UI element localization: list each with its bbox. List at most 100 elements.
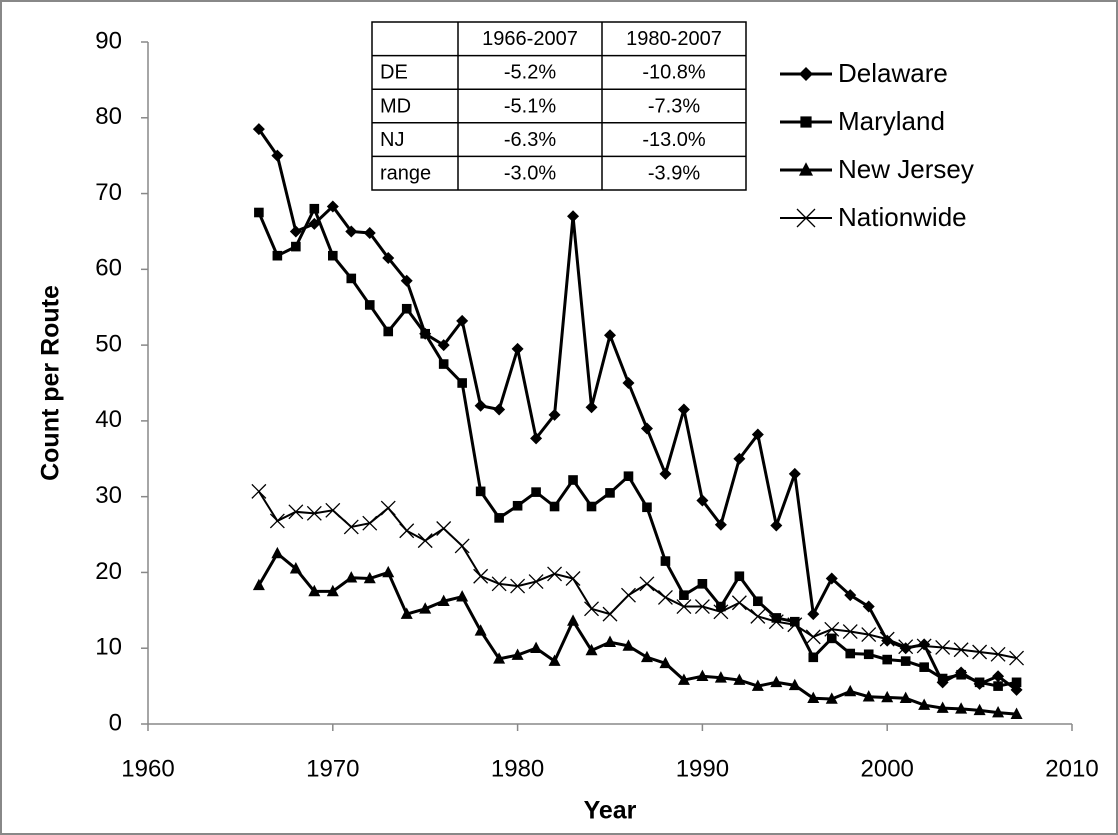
x-tick-label: 1960 [121, 755, 174, 782]
marker [955, 702, 968, 714]
marker [842, 624, 858, 640]
marker [751, 679, 764, 691]
marker [289, 225, 302, 238]
marker [252, 578, 265, 591]
marker [733, 673, 746, 685]
marker [799, 67, 813, 81]
marker [531, 487, 541, 497]
marker [697, 579, 708, 589]
marker [799, 162, 813, 176]
marker [657, 589, 673, 605]
marker [956, 669, 966, 680]
marker [308, 217, 321, 230]
marker [805, 629, 821, 645]
marker [679, 590, 689, 600]
legend-label: Nationwide [838, 202, 967, 232]
marker [456, 590, 469, 602]
table-cell: range [380, 162, 431, 184]
marker [457, 378, 467, 388]
marker [824, 621, 840, 637]
marker [918, 698, 931, 710]
marker [269, 513, 285, 529]
y-tick-label: 30 [95, 482, 122, 509]
marker [622, 639, 635, 651]
marker [677, 403, 690, 416]
marker [382, 565, 395, 578]
table-cell: -3.0% [504, 162, 556, 184]
marker [935, 640, 951, 655]
marker [417, 533, 433, 549]
marker [382, 251, 395, 264]
table-cell: -3.9% [648, 162, 700, 184]
marker [768, 614, 784, 630]
marker [1010, 707, 1023, 719]
marker [346, 273, 357, 284]
marker [973, 703, 986, 716]
table-cell: -10.8% [642, 62, 706, 84]
marker [530, 641, 543, 654]
marker [807, 608, 820, 621]
marker [548, 654, 561, 666]
marker [345, 225, 358, 238]
table-cell: -5.2% [504, 62, 556, 84]
marker [953, 642, 969, 658]
marker [750, 608, 766, 624]
marker [400, 607, 413, 619]
marker [800, 116, 812, 128]
marker [363, 226, 376, 239]
marker [568, 475, 578, 485]
marker [659, 467, 672, 480]
marker [919, 662, 929, 672]
table-bg [371, 21, 747, 191]
marker [602, 606, 618, 622]
marker [474, 399, 487, 412]
marker [770, 675, 783, 688]
marker [621, 587, 636, 603]
marker [491, 576, 507, 592]
marker [918, 638, 931, 651]
marker [345, 571, 358, 583]
marker [676, 599, 692, 615]
marker [493, 652, 506, 664]
marker [309, 203, 320, 214]
marker [475, 486, 486, 497]
marker [788, 678, 801, 691]
y-tick-label: 70 [95, 179, 122, 206]
marker [548, 408, 561, 421]
marker [567, 614, 580, 626]
marker [623, 471, 634, 482]
marker [972, 644, 988, 660]
x-axis-label: Year [584, 797, 637, 825]
marker [291, 241, 301, 252]
marker [438, 359, 449, 369]
marker [622, 377, 635, 389]
marker [585, 401, 598, 414]
marker [567, 210, 580, 223]
marker [844, 589, 857, 602]
marker [862, 690, 875, 702]
marker [400, 274, 413, 287]
marker [326, 200, 339, 213]
marker [879, 631, 895, 647]
y-tick-label: 60 [95, 255, 122, 282]
marker [493, 403, 506, 416]
marker [271, 149, 284, 162]
marker [604, 329, 616, 342]
marker [436, 521, 452, 536]
marker [825, 572, 838, 585]
legend-label: New Jersey [838, 154, 974, 184]
marker [716, 601, 726, 612]
marker [900, 656, 911, 666]
marker [826, 633, 837, 644]
marker [363, 571, 376, 584]
y-tick-label: 90 [95, 27, 122, 54]
x-tick-label: 1980 [491, 755, 544, 782]
marker [437, 339, 450, 352]
marker [547, 566, 563, 582]
marker [1009, 650, 1025, 666]
marker [863, 649, 874, 660]
marker [528, 574, 544, 589]
legend-label: Delaware [838, 58, 948, 88]
marker [511, 342, 524, 355]
